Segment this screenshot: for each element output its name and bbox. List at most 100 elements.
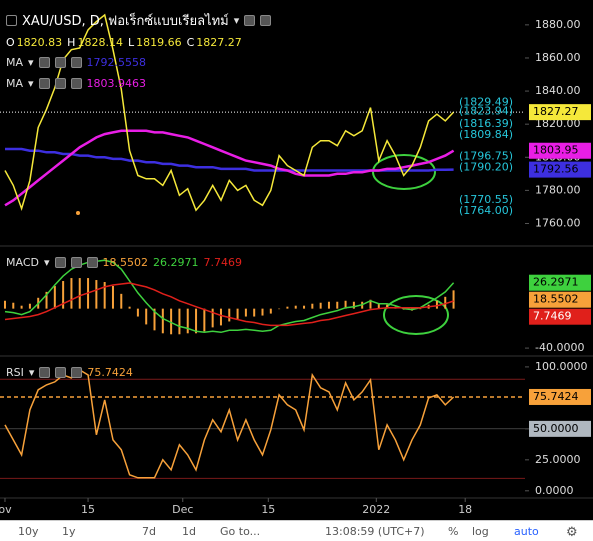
histogram-bar xyxy=(244,308,247,317)
histogram-bar xyxy=(78,278,81,309)
toolbar-item[interactable]: 7d xyxy=(142,525,156,538)
last-value-label-box xyxy=(529,388,591,405)
eye-icon[interactable] xyxy=(244,15,256,26)
last-value-label: 1803.95 xyxy=(533,144,579,157)
level-label: (1790.20) xyxy=(459,160,513,173)
macd-value: 26.2971 xyxy=(153,256,199,269)
histogram-bar xyxy=(352,301,355,309)
y-tick-label: -40.0000 xyxy=(535,341,584,354)
last-value-label: 18.5502 xyxy=(533,293,579,306)
histogram-bar xyxy=(261,308,264,316)
ma-value: 1803.9463 xyxy=(86,77,147,90)
settings-icon[interactable] xyxy=(260,15,272,26)
macd-signal-value: 7.7469 xyxy=(203,256,243,269)
ohlc-label: C xyxy=(186,36,195,49)
histogram-bar xyxy=(386,304,389,309)
last-value-label: 1792.56 xyxy=(533,163,579,176)
last-value-label-box xyxy=(529,308,591,325)
last-value-label: 1827.27 xyxy=(533,105,579,118)
histogram-bar xyxy=(211,308,214,328)
chart: ov15Dec152022181760.001780.001800.001820… xyxy=(0,13,593,516)
eye-icon[interactable] xyxy=(38,57,50,68)
toolbar-item[interactable]: Go to... xyxy=(220,525,261,538)
histogram-bar xyxy=(377,303,380,309)
annotation-ellipse xyxy=(372,154,436,190)
settings-gear[interactable]: ⚙ xyxy=(566,525,578,540)
histogram-bar xyxy=(45,291,48,309)
x-tick-label: 2022 xyxy=(362,503,390,516)
histogram-bar xyxy=(28,303,31,309)
y-tick-label: 50.0000 xyxy=(533,422,579,435)
histogram-bar xyxy=(253,308,256,317)
histogram-bar xyxy=(3,300,6,309)
histogram-bar xyxy=(219,308,222,326)
histogram-bar xyxy=(444,296,447,309)
level-label: (1816.39) xyxy=(459,117,513,130)
histogram-bar xyxy=(20,305,23,309)
marker-dot xyxy=(76,211,80,215)
collapse-icon[interactable] xyxy=(6,15,17,26)
y-tick-label-box xyxy=(529,420,591,437)
toolbar-item[interactable]: 10y xyxy=(18,525,39,538)
toolbar-item[interactable]: 1y xyxy=(62,525,76,538)
ma-value: 1792.5558 xyxy=(86,56,147,69)
histogram-bar xyxy=(53,285,56,309)
y-tick-label: 1860.00 xyxy=(535,51,581,64)
close-icon[interactable] xyxy=(70,57,82,68)
ohlc-value: 1819.66 xyxy=(136,36,182,49)
settings-icon[interactable] xyxy=(54,57,66,68)
last-value-label-box xyxy=(529,291,591,308)
histogram-bar xyxy=(145,308,148,325)
rsi-header: RSI ▾ 75.7424 xyxy=(6,366,133,379)
eye-icon[interactable] xyxy=(38,78,50,89)
histogram-bar xyxy=(369,299,372,309)
x-tick-label: 18 xyxy=(458,503,472,516)
ohlc-label: O xyxy=(6,36,15,49)
x-tick-label: 15 xyxy=(261,503,275,516)
histogram-bar xyxy=(103,282,106,309)
ohlc-label: L xyxy=(127,36,135,49)
last-value-label-box xyxy=(529,142,591,159)
symbol-title: XAU/USD, D, ฟอเร็กซ์แบบเรียลไทม์ xyxy=(22,14,229,29)
toolbar-item[interactable]: auto xyxy=(514,525,539,538)
ohlc-value: 1828.14 xyxy=(77,36,123,49)
last-value-label: 7.7469 xyxy=(533,310,572,323)
dropdown-arrow[interactable]: ▾ xyxy=(233,14,240,27)
histogram-bar xyxy=(286,306,289,309)
symbol-header: XAU/USD, D, ฟอเร็กซ์แบบเรียลไทม์ ▾ xyxy=(6,10,272,31)
histogram-bar xyxy=(161,308,164,334)
close-icon[interactable] xyxy=(70,78,82,89)
histogram-bar xyxy=(419,308,422,310)
rsi-value: 75.7424 xyxy=(87,366,133,379)
y-tick-label: 1840.00 xyxy=(535,84,581,97)
histogram-bar xyxy=(120,293,123,309)
toolbar-item[interactable]: 13:08:59 (UTC+7) xyxy=(325,525,425,538)
toolbar-item[interactable]: log xyxy=(472,525,489,538)
histogram-bar xyxy=(70,278,73,309)
x-tick-label: ov xyxy=(0,503,12,516)
last-value-label-box xyxy=(529,161,591,178)
toolbar-item[interactable]: 1d xyxy=(182,525,196,538)
macd-title: MACD xyxy=(6,256,39,269)
histogram-bar xyxy=(62,281,65,309)
histogram-bar xyxy=(228,308,231,322)
level-label: (1823.94) xyxy=(459,105,513,118)
series-line xyxy=(4,368,455,479)
ohlc-row: O 1820.83 H 1828.14 L 1819.66 C 1827.27 xyxy=(6,36,242,49)
series-line xyxy=(4,129,455,207)
ma-name: MA xyxy=(6,77,24,90)
histogram-bar xyxy=(12,302,15,309)
histogram-bar xyxy=(195,308,198,334)
histogram-bar xyxy=(136,308,139,317)
bottom-toolbar: ⚙ 10y 1y 7d 1d Go to... 13:08:59 (UTC+7)% log a… xyxy=(0,520,593,541)
toolbar-item[interactable]: % xyxy=(448,525,459,538)
settings-icon[interactable] xyxy=(54,78,66,89)
last-value-label: 75.7424 xyxy=(533,390,579,403)
histogram-bar xyxy=(452,290,455,309)
y-tick-label: 1780.00 xyxy=(535,183,581,196)
histogram-bar xyxy=(336,301,339,309)
y-tick-label: 1760.00 xyxy=(535,216,581,229)
histogram-bar xyxy=(111,285,114,309)
level-label: (1764.00) xyxy=(459,204,513,217)
